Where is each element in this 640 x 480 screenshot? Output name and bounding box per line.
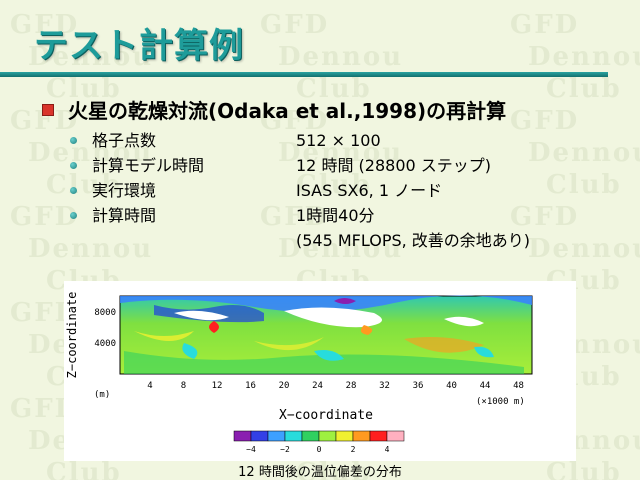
x-tick-label: 48 — [513, 381, 524, 391]
colorbar-label: 0 — [317, 445, 322, 454]
colorbar-swatch — [284, 430, 303, 442]
item-label: 計算時間 — [92, 206, 157, 225]
watermark-text: GFD — [510, 10, 580, 40]
colorbar-label: 2 — [351, 445, 356, 454]
watermark-text: GFD — [10, 202, 80, 232]
x-tick-label: 12 — [212, 381, 223, 391]
x-axis-label: X−coordinate — [279, 408, 373, 423]
watermark-text: GFD — [260, 10, 330, 40]
x-tick-label: 28 — [346, 381, 357, 391]
watermark-text: Dennou — [528, 42, 640, 72]
watermark-text: Club — [546, 74, 622, 104]
watermark-text: Club — [546, 170, 622, 200]
colorbar-swatch — [267, 430, 286, 442]
item-value: ISAS SX6, 1 ノード — [296, 181, 443, 200]
x-tick-label: 8 — [181, 381, 186, 391]
figure-caption: 12 時間後の温位偏差の分布 — [238, 465, 402, 480]
colorbar-swatch — [250, 430, 269, 442]
slide-title: テスト計算例 — [34, 26, 244, 66]
item-label: 実行環境 — [92, 181, 157, 200]
watermark-text: Dennou — [528, 234, 640, 264]
field-blobs — [120, 295, 532, 374]
item-label: 格子点数 — [92, 131, 157, 150]
colorbar — [233, 430, 405, 442]
x-tick-label: 44 — [480, 381, 491, 391]
dot-bullet-icon — [70, 187, 77, 194]
watermark-text: Dennou — [28, 234, 154, 264]
x-tick-label: 36 — [413, 381, 424, 391]
x-tick-labels: 4 8 12 16 20 24 28 32 36 40 44 48 — [147, 381, 524, 391]
colorbar-swatch — [233, 430, 252, 442]
item-value: 512 × 100 — [296, 131, 381, 150]
colorbar-label: −2 — [280, 445, 290, 454]
item-value-extra: (545 MFLOPS, 改善の余地あり) — [296, 231, 531, 250]
colorbar-swatch — [369, 430, 388, 442]
main-bullet: 火星の乾燥対流(Odaka et al.,1998)の再計算 — [42, 95, 506, 124]
dot-bullet-icon — [70, 162, 77, 169]
colorbar-labels: −4 −2 0 2 4 — [246, 445, 389, 454]
item-value: 1時間40分 — [296, 206, 375, 225]
y-axis-label: Z−coordinate — [65, 292, 79, 379]
colorbar-label: −4 — [246, 445, 256, 454]
x-tick-label: 16 — [245, 381, 256, 391]
x-tick-label: 24 — [312, 381, 323, 391]
watermark-text: Dennou — [278, 42, 404, 72]
item-label: 計算モデル時間 — [92, 156, 205, 175]
item-value: 12 時間 (28800 ステップ) — [296, 156, 492, 175]
colorbar-label: 4 — [385, 445, 390, 454]
x-unit-right: (×1000 m) — [476, 397, 525, 407]
watermark-text: GFD — [510, 106, 580, 136]
watermark-text: Dennou — [528, 138, 640, 168]
colorbar-swatch — [335, 430, 354, 442]
y-tick-label: 4000 — [94, 339, 116, 349]
y-tick-label: 8000 — [94, 308, 116, 318]
square-bullet-icon — [42, 103, 54, 116]
temperature-deviation-plot: Z−coordinate 8000 4000 4 8 12 16 20 24 28 32 36 4… — [65, 292, 533, 454]
dot-bullet-icon — [70, 212, 77, 219]
x-tick-label: 32 — [379, 381, 390, 391]
title-rule — [0, 72, 608, 77]
main-bullet-text: 火星の乾燥対流(Odaka et al.,1998)の再計算 — [68, 99, 507, 123]
x-tick-label: 20 — [279, 381, 290, 391]
dot-bullet-icon — [70, 137, 77, 144]
colorbar-swatch — [301, 430, 320, 442]
colorbar-swatch — [386, 430, 405, 442]
colorbar-swatch — [318, 430, 337, 442]
x-unit-left: (m) — [94, 390, 110, 400]
simulation-figure: Z−coordinate 8000 4000 4 8 12 16 20 24 28 32 36 4… — [64, 281, 576, 461]
x-tick-label: 40 — [446, 381, 457, 391]
x-tick-label: 4 — [147, 381, 152, 391]
colorbar-swatch — [352, 430, 371, 442]
